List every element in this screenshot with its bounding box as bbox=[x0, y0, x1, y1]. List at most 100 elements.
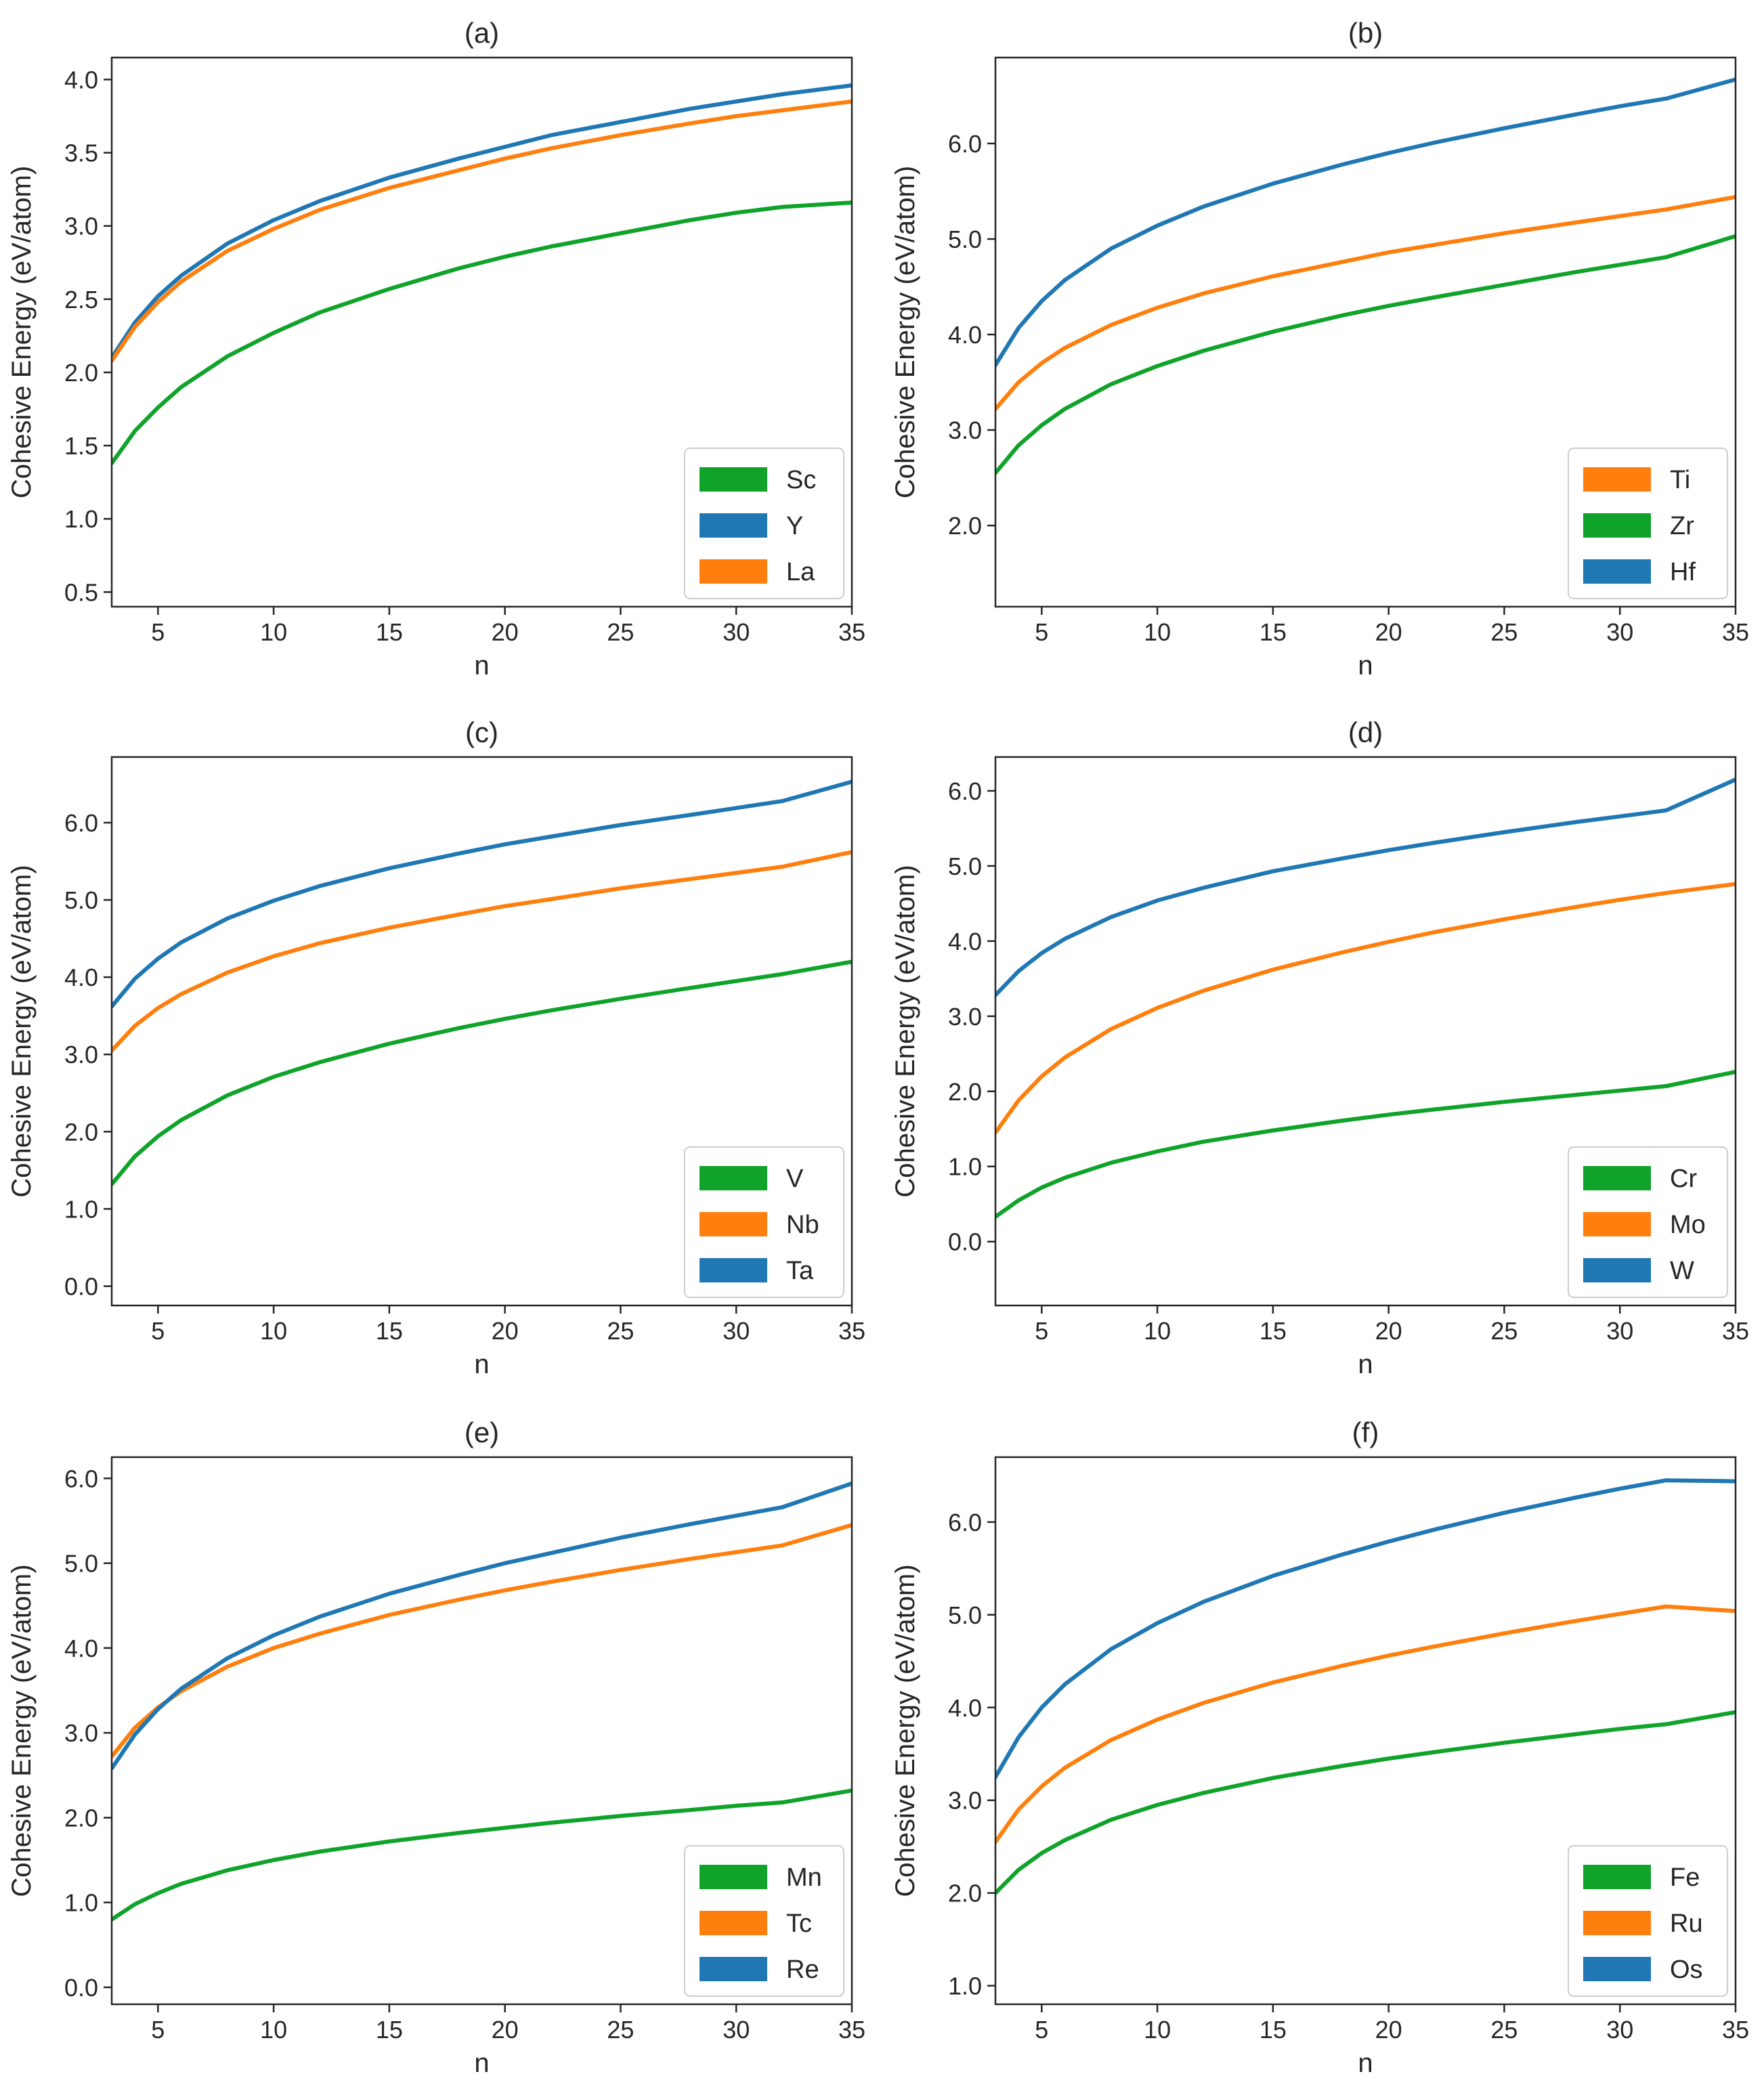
series-line-ta bbox=[112, 779, 852, 1009]
legend-swatch-nb bbox=[700, 1212, 767, 1236]
x-tick-label: 15 bbox=[376, 2016, 403, 2044]
x-tick-label: 15 bbox=[376, 618, 403, 646]
series-line-zr bbox=[995, 234, 1736, 475]
y-tick-label: 6.0 bbox=[64, 1465, 98, 1492]
legend-label-cr: Cr bbox=[1670, 1165, 1697, 1193]
legend-swatch-sc bbox=[700, 467, 767, 492]
x-tick-label: 10 bbox=[1144, 618, 1171, 646]
y-tick-label: 1.5 bbox=[64, 432, 98, 460]
x-tick-label: 25 bbox=[1490, 618, 1518, 646]
legend-label-la: La bbox=[786, 558, 815, 586]
y-axis-label: Cohesive Energy (eV/atom) bbox=[7, 166, 37, 498]
x-tick-label: 15 bbox=[1260, 618, 1287, 646]
x-tick-label: 30 bbox=[1606, 1317, 1633, 1345]
panel-title: (e) bbox=[465, 1417, 499, 1448]
y-tick-label: 1.0 bbox=[64, 1195, 98, 1223]
x-tick-label: 20 bbox=[492, 2016, 519, 2044]
legend-label-mo: Mo bbox=[1670, 1211, 1706, 1239]
legend-label-sc: Sc bbox=[786, 466, 816, 494]
x-tick-label: 15 bbox=[1260, 2016, 1287, 2044]
y-tick-label: 3.0 bbox=[948, 416, 982, 444]
y-axis-label: Cohesive Energy (eV/atom) bbox=[890, 1564, 920, 1897]
y-tick-label: 0.0 bbox=[948, 1228, 982, 1256]
x-tick-label: 20 bbox=[1375, 2016, 1402, 2044]
y-tick-label: 4.0 bbox=[64, 964, 98, 991]
x-tick-label: 10 bbox=[1144, 1317, 1171, 1345]
legend-label-w: W bbox=[1670, 1257, 1694, 1285]
y-tick-label: 1.0 bbox=[948, 1972, 982, 2000]
x-tick-label: 10 bbox=[1144, 2016, 1171, 2044]
panel-f: 5 10 15 20 25 30 35 1.0 2.0 3.0 4.0 5.0 6.0 (f) n Cohes… bbox=[890, 1417, 1749, 2078]
x-tick-label: 5 bbox=[151, 618, 165, 646]
x-tick-label: 20 bbox=[1375, 618, 1402, 646]
legend-swatch-zr bbox=[1583, 513, 1651, 538]
x-tick-label: 15 bbox=[1260, 1317, 1287, 1345]
series-line-hf bbox=[995, 77, 1736, 368]
panel-d: 5 10 15 20 25 30 35 0.0 1.0 2.0 3.0 4.0 5.0 6.0 (d) n Co… bbox=[890, 716, 1749, 1379]
series-line-nb bbox=[112, 850, 852, 1053]
series-line-tc bbox=[112, 1523, 852, 1759]
legend-label-mn: Mn bbox=[786, 1863, 822, 1892]
legend-swatch-w bbox=[1583, 1258, 1651, 1282]
y-tick-label: 3.0 bbox=[64, 1719, 98, 1747]
series-line-ru bbox=[995, 1604, 1736, 1844]
y-tick-label: 2.0 bbox=[64, 1118, 98, 1146]
legend: Mn Tc Re bbox=[684, 1845, 844, 1997]
y-tick-label: 6.0 bbox=[948, 130, 982, 158]
y-axis-label: Cohesive Energy (eV/atom) bbox=[7, 865, 37, 1197]
x-tick-label: 5 bbox=[151, 1317, 165, 1345]
series-line-os bbox=[995, 1478, 1736, 1779]
series-line-w bbox=[995, 777, 1736, 997]
series-line-re bbox=[112, 1481, 852, 1771]
y-tick-label: 3.0 bbox=[948, 1003, 982, 1031]
axes-frame bbox=[110, 56, 853, 608]
panel-title: (a) bbox=[465, 17, 499, 49]
series-line-la bbox=[112, 99, 852, 363]
y-tick-label: 5.0 bbox=[64, 886, 98, 914]
x-tick-label: 30 bbox=[723, 2016, 750, 2044]
legend-label-nb: Nb bbox=[786, 1211, 819, 1239]
x-tick-label: 30 bbox=[1606, 2016, 1633, 2044]
x-tick-label: 35 bbox=[1722, 618, 1749, 646]
panel-title: (c) bbox=[465, 716, 498, 748]
x-axis-label: n bbox=[474, 651, 489, 681]
y-tick-label: 0.0 bbox=[64, 1974, 98, 2002]
y-tick-label: 3.0 bbox=[64, 1041, 98, 1068]
series-line-v bbox=[112, 959, 852, 1186]
legend-label-y: Y bbox=[786, 512, 803, 540]
legend-label-re: Re bbox=[786, 1956, 819, 1984]
x-tick-label: 35 bbox=[838, 1317, 865, 1345]
x-tick-label: 25 bbox=[607, 1317, 634, 1345]
legend-swatch-ti bbox=[1583, 467, 1651, 492]
y-tick-label: 4.0 bbox=[64, 66, 98, 93]
x-axis-label: n bbox=[474, 1349, 489, 1379]
panel-a: 5 10 15 20 25 30 35 0.5 1.0 1.5 2.0 2.5 3.0 3.5 4.0 (a)… bbox=[7, 17, 865, 681]
legend-label-v: V bbox=[786, 1165, 804, 1193]
axes-frame bbox=[994, 756, 1737, 1307]
y-tick-label: 2.5 bbox=[64, 286, 98, 314]
x-tick-label: 30 bbox=[723, 1317, 750, 1345]
y-tick-label: 2.0 bbox=[64, 359, 98, 387]
panel-c: 5 10 15 20 25 30 35 0.0 1.0 2.0 3.0 4.0 5.0 6.0 (c) n Co… bbox=[7, 716, 865, 1379]
legend-label-ru: Ru bbox=[1670, 1909, 1703, 1938]
legend-swatch-mo bbox=[1583, 1212, 1651, 1236]
legend-swatch-fe bbox=[1583, 1865, 1651, 1889]
x-tick-label: 20 bbox=[1375, 1317, 1402, 1345]
y-tick-label: 2.0 bbox=[948, 1880, 982, 1907]
x-tick-label: 5 bbox=[1035, 2016, 1048, 2044]
legend-label-ta: Ta bbox=[786, 1257, 814, 1285]
x-tick-label: 10 bbox=[260, 2016, 287, 2044]
y-axis-label: Cohesive Energy (eV/atom) bbox=[7, 1564, 37, 1897]
x-tick-label: 10 bbox=[260, 1317, 287, 1345]
panel-e: 5 10 15 20 25 30 35 0.0 1.0 2.0 3.0 4.0 5.0 6.0 (e) n Co… bbox=[7, 1417, 865, 2078]
legend: Ti Zr Hf bbox=[1568, 448, 1728, 599]
legend-label-fe: Fe bbox=[1670, 1863, 1700, 1892]
y-tick-label: 2.0 bbox=[64, 1804, 98, 1832]
y-tick-label: 3.5 bbox=[64, 139, 98, 167]
axes-frame bbox=[110, 756, 853, 1307]
y-tick-label: 3.0 bbox=[948, 1787, 982, 1815]
legend: Cr Mo W bbox=[1568, 1146, 1728, 1298]
y-tick-label: 1.0 bbox=[64, 505, 98, 533]
legend-swatch-mn bbox=[700, 1865, 767, 1889]
